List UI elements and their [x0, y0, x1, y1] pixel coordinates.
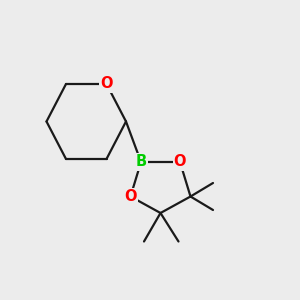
Text: O: O: [100, 76, 113, 92]
Text: O: O: [124, 189, 137, 204]
Text: B: B: [135, 154, 147, 169]
Text: O: O: [174, 154, 186, 169]
